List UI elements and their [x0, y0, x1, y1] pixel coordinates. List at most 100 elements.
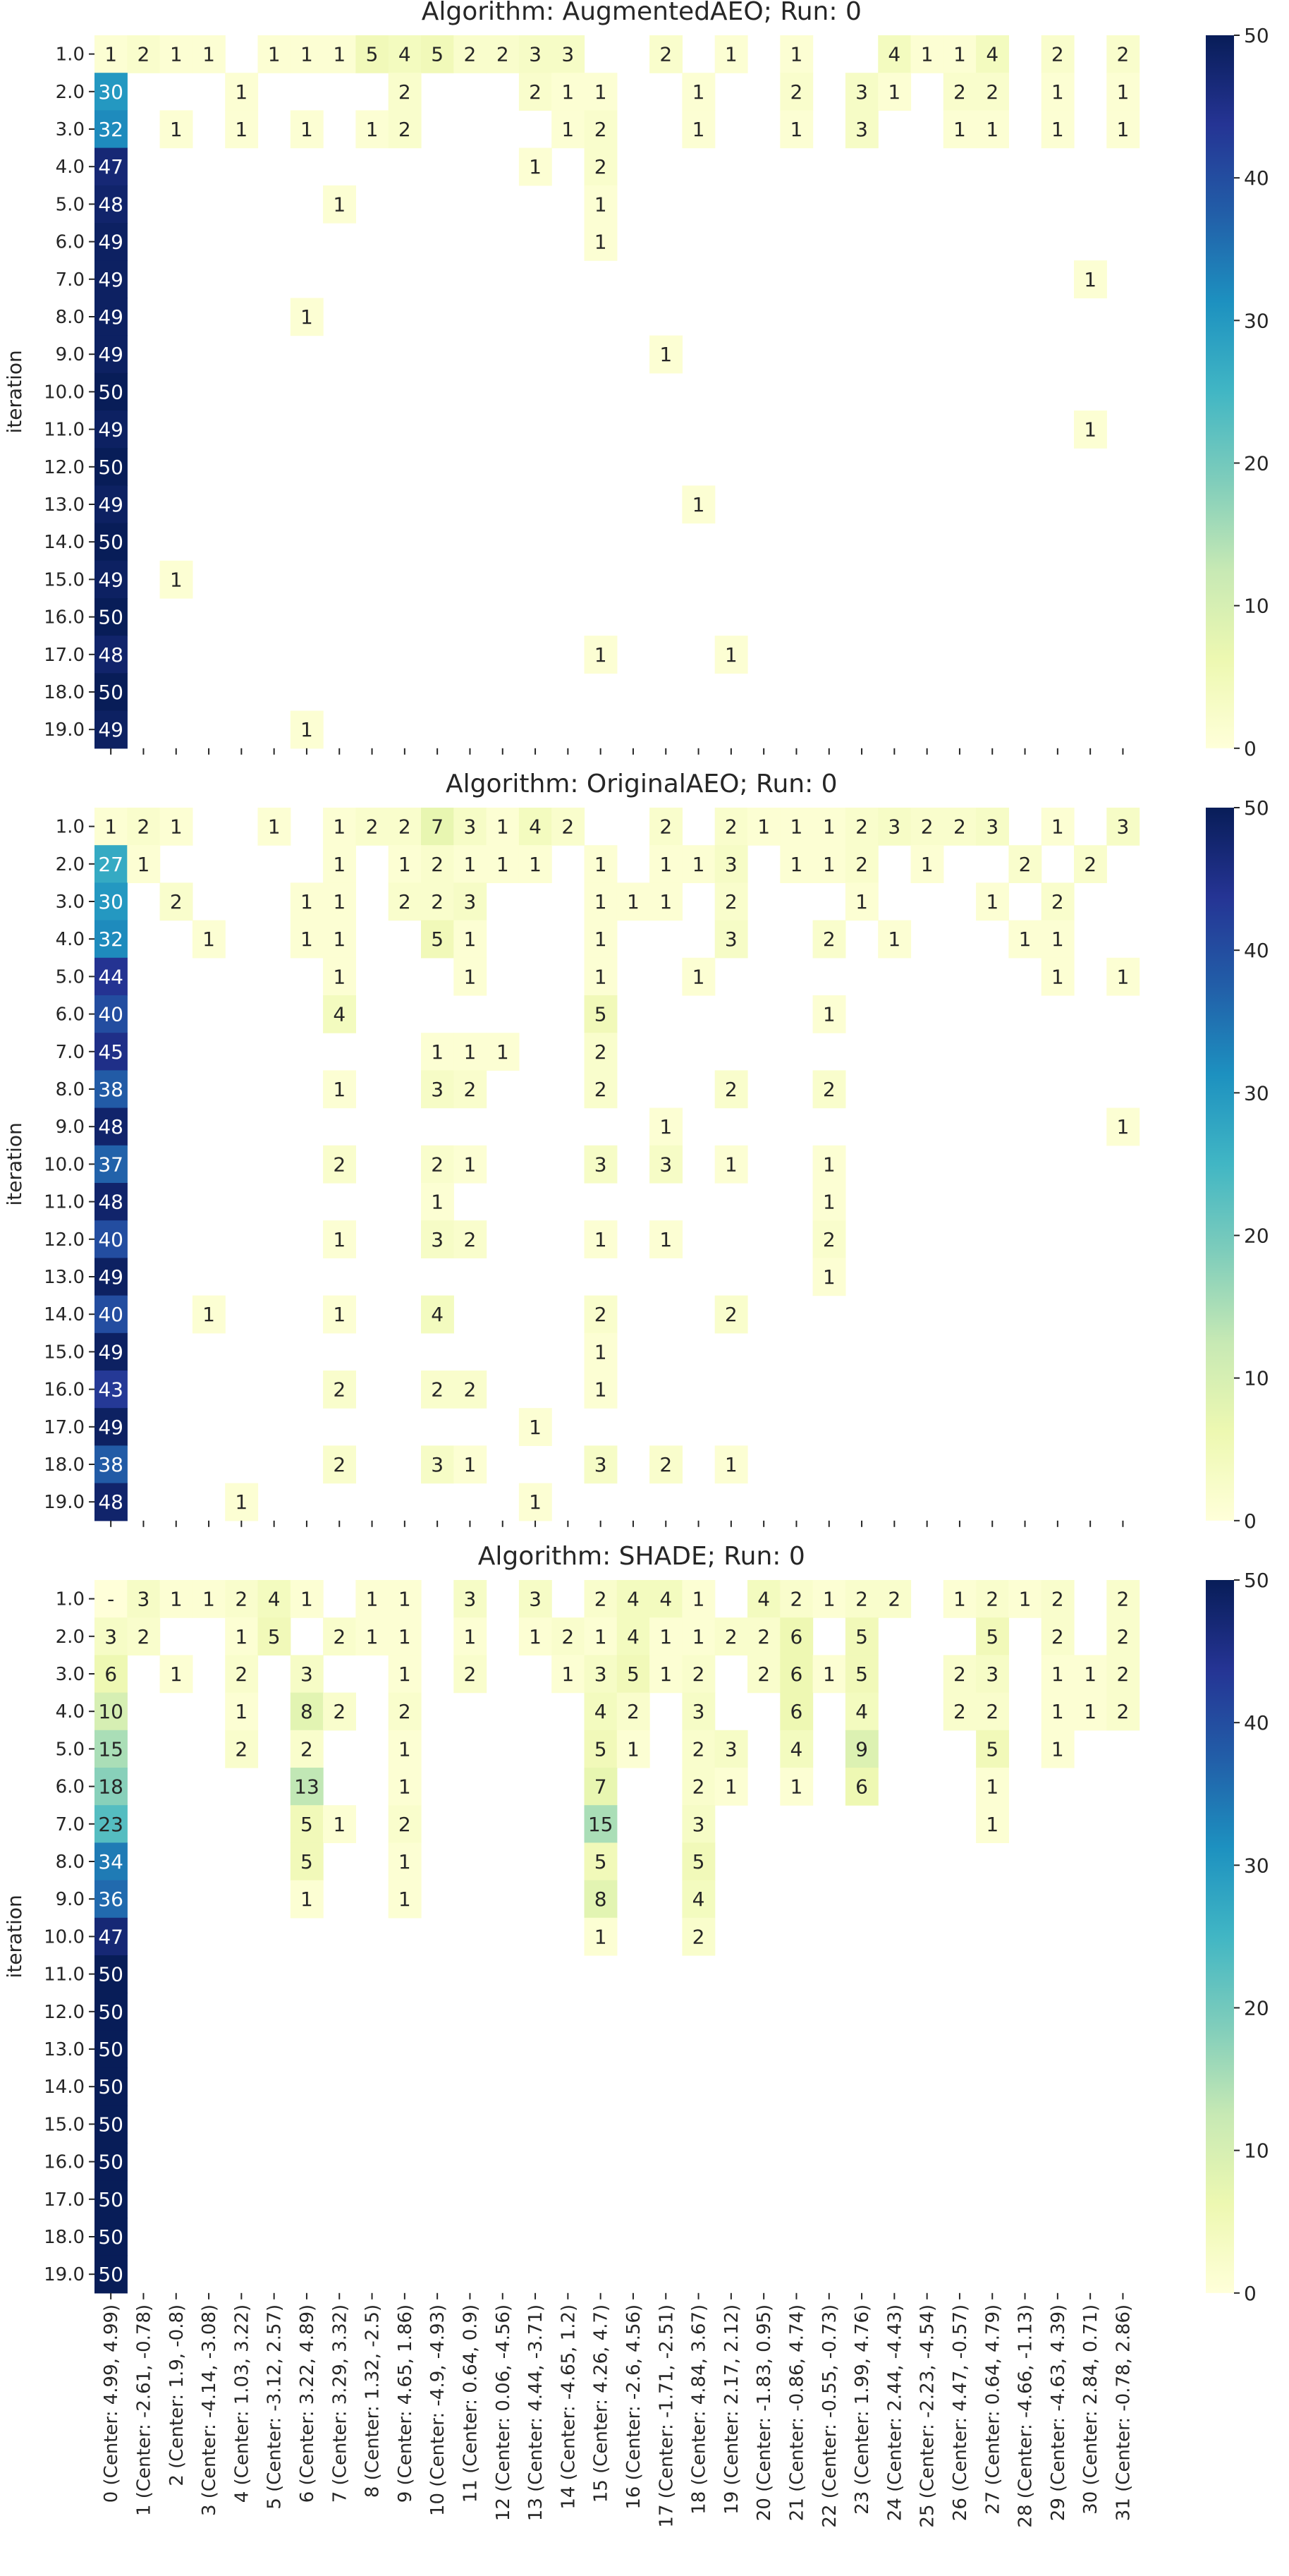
y-axis-label: iteration [3, 1895, 26, 1978]
heatmap-cell [290, 920, 324, 959]
cell-value-label: 1 [659, 890, 672, 913]
heatmap-cell [616, 882, 650, 921]
cell-value-label: 50 [98, 530, 123, 554]
cell-value-label: 1 [1051, 1737, 1064, 1761]
heatmap-cell [421, 882, 454, 921]
cell-value-label: 1 [235, 1490, 248, 1514]
cell-value-label: 1 [561, 80, 574, 104]
heatmap-cell [584, 882, 618, 921]
heatmap-cell [780, 1730, 814, 1768]
cell-value-label: 4 [986, 43, 998, 66]
heatmap-cell [845, 1580, 879, 1618]
heatmap-cell [682, 110, 716, 149]
cell-value-label: 3 [986, 1663, 998, 1686]
heatmap-cell [584, 1692, 618, 1731]
heatmap-cell [714, 1768, 748, 1806]
y-tick-label: 10.0 [44, 1926, 85, 1948]
cell-value-label: 49 [98, 418, 123, 442]
heatmap-cell [225, 73, 259, 111]
heatmap-cell [812, 1580, 846, 1618]
y-tick-label: 1.0 [56, 1589, 85, 1610]
cell-value-label: 2 [725, 815, 738, 839]
cell-value-label: 1 [170, 43, 183, 66]
cell-value-label: 2 [692, 1925, 705, 1948]
cell-value-label: 2 [692, 1663, 705, 1686]
cell-value-label: 50 [98, 2263, 123, 2286]
heatmap-cell [649, 1107, 683, 1146]
cell-value-label: 2 [1117, 1663, 1130, 1686]
heatmap-cell [812, 1145, 846, 1184]
cell-value-label: 45 [98, 1040, 123, 1064]
heatmap-cell [649, 882, 683, 921]
heatmap-cell [323, 808, 356, 846]
cell-value-label: 2 [823, 1228, 836, 1251]
cell-value-label: 1 [235, 1700, 248, 1723]
heatmap-cell [94, 523, 128, 561]
cell-value-label: 5 [594, 1737, 607, 1761]
heatmap-cell [94, 1445, 128, 1484]
heatmap-cell [257, 1617, 291, 1655]
cell-value-label: 2 [594, 1078, 607, 1101]
x-tick-label: 25 (Center: -2.23, -4.54) [917, 2304, 939, 2528]
heatmap-cell [453, 1580, 487, 1618]
heatmap-cell [94, 1070, 128, 1109]
heatmap-cell [518, 35, 552, 73]
heatmap-cell [649, 1617, 683, 1655]
cell-value-label: 1 [1084, 1663, 1096, 1686]
heatmap-cell [94, 1107, 128, 1146]
cell-value-label: 8 [594, 1888, 607, 1911]
heatmap-cell [225, 1580, 259, 1618]
heatmap-cell [290, 1692, 324, 1731]
cell-value-label: 1 [398, 1850, 411, 1873]
colorbar-tick-label: 50 [1244, 24, 1269, 47]
cell-value-label: 1 [333, 853, 346, 876]
cell-value-label: 50 [98, 1963, 123, 1986]
cell-value-label: 1 [921, 43, 934, 66]
heatmap-cell [159, 560, 193, 599]
cell-value-label: 3 [594, 1153, 607, 1176]
cell-value-label: 49 [98, 1265, 123, 1289]
heatmap-cell [127, 845, 161, 883]
x-tick-label: 16 (Center: -2.6, 4.56) [623, 2304, 644, 2510]
heatmap-cell [780, 1655, 814, 1694]
colorbar-tick-label: 20 [1244, 1996, 1269, 2019]
cell-value-label: 2 [953, 1663, 966, 1686]
heatmap-cell [812, 845, 846, 883]
cell-value-label: 1 [431, 1191, 444, 1214]
heatmap-cell [714, 920, 748, 959]
heatmap-cell [976, 1768, 1009, 1806]
y-tick-label: 11.0 [44, 1964, 85, 1986]
heatmap-cell [584, 636, 618, 674]
heatmap-cell [421, 1033, 454, 1071]
heatmap-cell [1106, 35, 1140, 73]
heatmap-cell [976, 35, 1009, 73]
y-tick-label: 16.0 [44, 1380, 85, 1401]
y-tick-label: 14.0 [44, 532, 85, 553]
heatmap-cell [388, 1692, 422, 1731]
y-tick-label: 11.0 [44, 1192, 85, 1213]
heatmap-cell [94, 2218, 128, 2256]
heatmap-cell [616, 1655, 650, 1694]
cell-value-label: 2 [398, 118, 411, 141]
cell-value-label: 1 [1117, 1115, 1130, 1138]
heatmap-cell [94, 35, 128, 73]
cell-value-label: 1 [1084, 268, 1096, 291]
cell-value-label: 1 [823, 1003, 836, 1026]
heatmap-cell [584, 73, 618, 111]
cell-value-label: 2 [464, 1378, 477, 1402]
heatmap-cell [551, 110, 585, 149]
cell-value-label: 2 [431, 1153, 444, 1176]
cell-value-label: 2 [431, 1378, 444, 1402]
cell-value-label: 1 [529, 155, 542, 178]
heatmap-cell [682, 485, 716, 524]
heatmap-cell [1041, 1580, 1075, 1618]
heatmap-cell [584, 1917, 618, 1956]
cell-value-label: 3 [561, 43, 574, 66]
cell-value-label: 2 [496, 43, 509, 66]
cell-value-label: 2 [1051, 890, 1064, 913]
heatmap-cell [1074, 845, 1107, 883]
cell-value-label: 49 [98, 718, 123, 741]
cell-value-label: 1 [1051, 928, 1064, 951]
cell-value-label: 1 [692, 853, 705, 876]
cell-value-label: 2 [300, 1737, 313, 1761]
